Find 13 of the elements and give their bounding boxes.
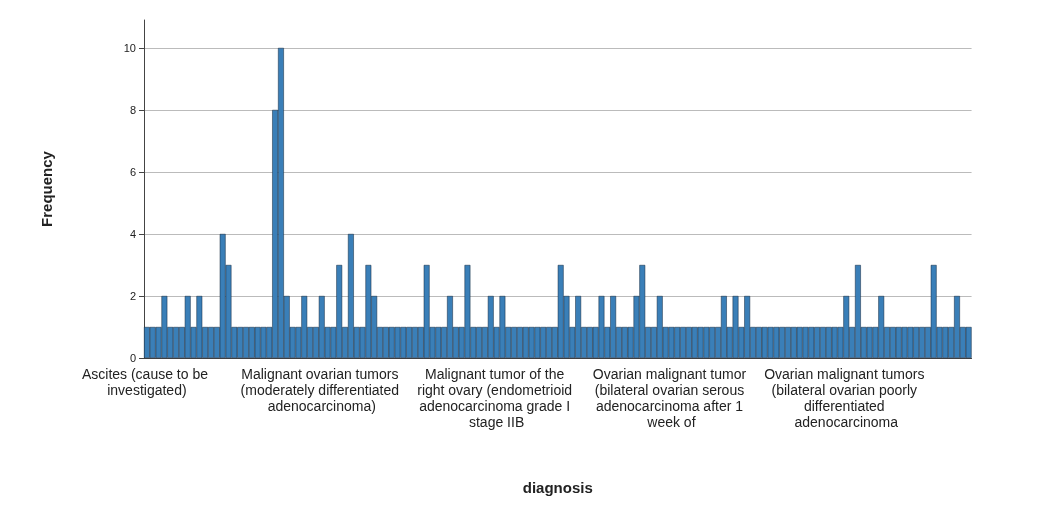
x-tick-label: Ovarian malignant tumor (bilateral ovarian serous adenocarcinoma after 1 week of (592, 366, 751, 430)
y-tick-label: 0 (129, 352, 136, 364)
x-tick-label: Ascites (cause to be investigated) (81, 366, 212, 398)
y-tick-label: 6 (129, 165, 136, 178)
y-tick-label: 10 (123, 41, 136, 54)
y-tick-label: 4 (129, 227, 136, 240)
x-tick-label: Malignant tumor of the right ovary (endometrioid adenocarcinoma grade I stage IIB (417, 366, 576, 430)
y-axis-title: Frequency (38, 150, 55, 227)
y-tick-label: 2 (129, 289, 136, 302)
y-tick-label: 8 (129, 103, 136, 116)
x-tick-label: Ovarian malignant tumors (bilateral ovarian poorly differentiated adenocarcinoma (764, 366, 929, 430)
x-axis-title: diagnosis (522, 479, 593, 496)
x-tick-label: Malignant ovarian tumors (moderately differentiated adenocarcinoma) (240, 366, 403, 414)
